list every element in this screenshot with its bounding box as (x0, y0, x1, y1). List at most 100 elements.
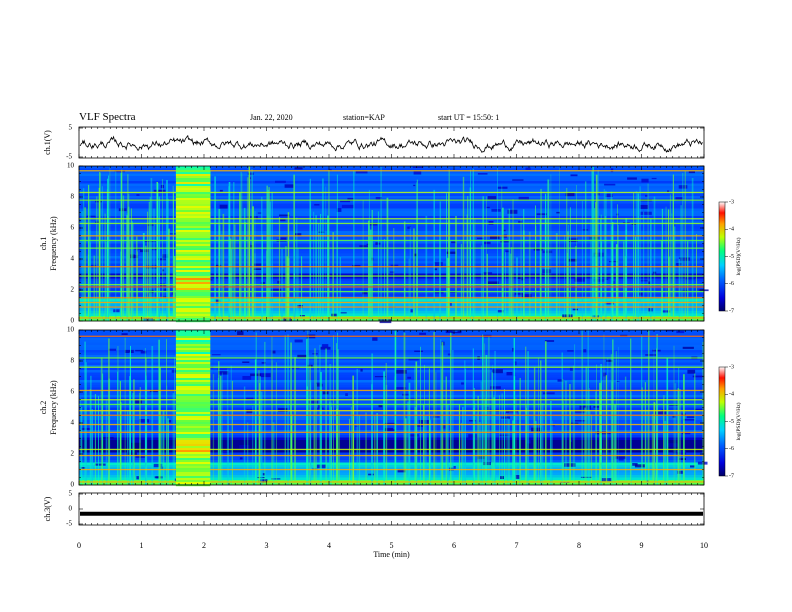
spec-noise (451, 331, 462, 334)
sferic-line (329, 401, 331, 485)
sferic-line (368, 220, 370, 321)
sferic-line (222, 213, 225, 321)
sferic-line (561, 352, 563, 485)
sferic-line (403, 332, 406, 485)
spec-noise (570, 422, 579, 424)
sferic-line (679, 389, 681, 485)
sferic-line (589, 411, 591, 485)
sferic-line (512, 199, 514, 321)
spec-noise (253, 268, 262, 270)
spec-noise (640, 279, 648, 282)
spec-noise (402, 393, 410, 396)
spec-noise (322, 344, 329, 348)
sferic-line (286, 256, 288, 321)
spec-noise (262, 473, 265, 476)
burst-row (175, 372, 211, 375)
sferic-line (569, 384, 571, 485)
sferic-line (508, 208, 511, 321)
sferic-line (452, 350, 454, 485)
burst-row (175, 232, 211, 235)
spec-noise (374, 376, 386, 378)
sferic-line (314, 348, 316, 485)
sferic-line (320, 214, 322, 321)
spec-noise (662, 310, 671, 313)
sferic-line (349, 418, 350, 485)
sferic-line (597, 169, 599, 321)
spec-row (79, 221, 704, 224)
spec-noise (569, 366, 574, 371)
sferic-line (166, 339, 167, 485)
burst-row (175, 298, 211, 301)
sferic-line (566, 187, 568, 321)
burst-row (175, 344, 211, 347)
sferic-line (663, 395, 665, 485)
burst-row (175, 374, 211, 377)
spec-noise (574, 277, 585, 282)
spec-row (79, 276, 704, 279)
spec-row (79, 417, 704, 421)
spec-noise (677, 470, 683, 474)
sferic-line (624, 376, 627, 485)
x-tick-label: 7 (515, 541, 519, 550)
spec-noise (113, 309, 120, 313)
burst-row (175, 242, 211, 245)
sferic-line (484, 343, 485, 485)
sferic-line (128, 193, 130, 321)
sferic-line (479, 422, 481, 485)
spec-noise (140, 350, 147, 354)
sferic-line (173, 192, 174, 321)
sferic-line (665, 206, 667, 321)
spec-noise (413, 184, 416, 187)
sferic-line (666, 357, 669, 485)
sferic-line (595, 391, 597, 485)
sferic-line (603, 189, 605, 321)
spec-noise (518, 220, 523, 224)
spec-noise (355, 170, 368, 174)
sferic-line (641, 387, 643, 485)
sferic-line (405, 418, 407, 485)
spec-noise (616, 380, 620, 382)
burst-row (175, 338, 211, 341)
band-line (79, 284, 704, 286)
spec-row (79, 248, 704, 252)
sferic-line (559, 167, 560, 321)
sferic-line (644, 382, 646, 485)
spec-noise (95, 221, 101, 223)
sferic-line (654, 419, 655, 485)
spec-row (79, 340, 704, 343)
band-line (79, 399, 704, 401)
spec-noise (136, 476, 139, 480)
sferic-line (105, 400, 108, 485)
sferic-line (158, 196, 160, 321)
spec-noise (397, 469, 406, 473)
spec-noise (170, 445, 177, 450)
burst-row (175, 274, 211, 277)
sferic-line (167, 418, 169, 485)
x-tick-label: 0 (77, 541, 81, 550)
sferic-line (153, 208, 155, 321)
burst-row (175, 282, 211, 285)
spec-noise (618, 458, 624, 461)
sferic-line (84, 341, 86, 485)
spec-noise (275, 180, 286, 183)
burst-row (175, 312, 211, 315)
burst-row (175, 306, 211, 309)
spec-noise (518, 196, 529, 201)
spec-noise (278, 408, 289, 412)
sferic-line (369, 229, 372, 321)
spec-noise (604, 301, 615, 305)
burst-row (175, 404, 211, 407)
sferic-line (480, 381, 482, 485)
burst-row (175, 262, 211, 265)
sferic-line (248, 166, 251, 321)
sferic-line (408, 258, 410, 321)
sferic-line (98, 187, 100, 321)
band-line (79, 275, 704, 277)
sferic-line (93, 255, 96, 321)
sferic-line (247, 422, 249, 485)
burst-row (175, 388, 211, 391)
burst-row (175, 378, 211, 381)
burst-row (175, 362, 211, 365)
sferic-line (497, 166, 498, 321)
sferic-line (330, 406, 332, 485)
